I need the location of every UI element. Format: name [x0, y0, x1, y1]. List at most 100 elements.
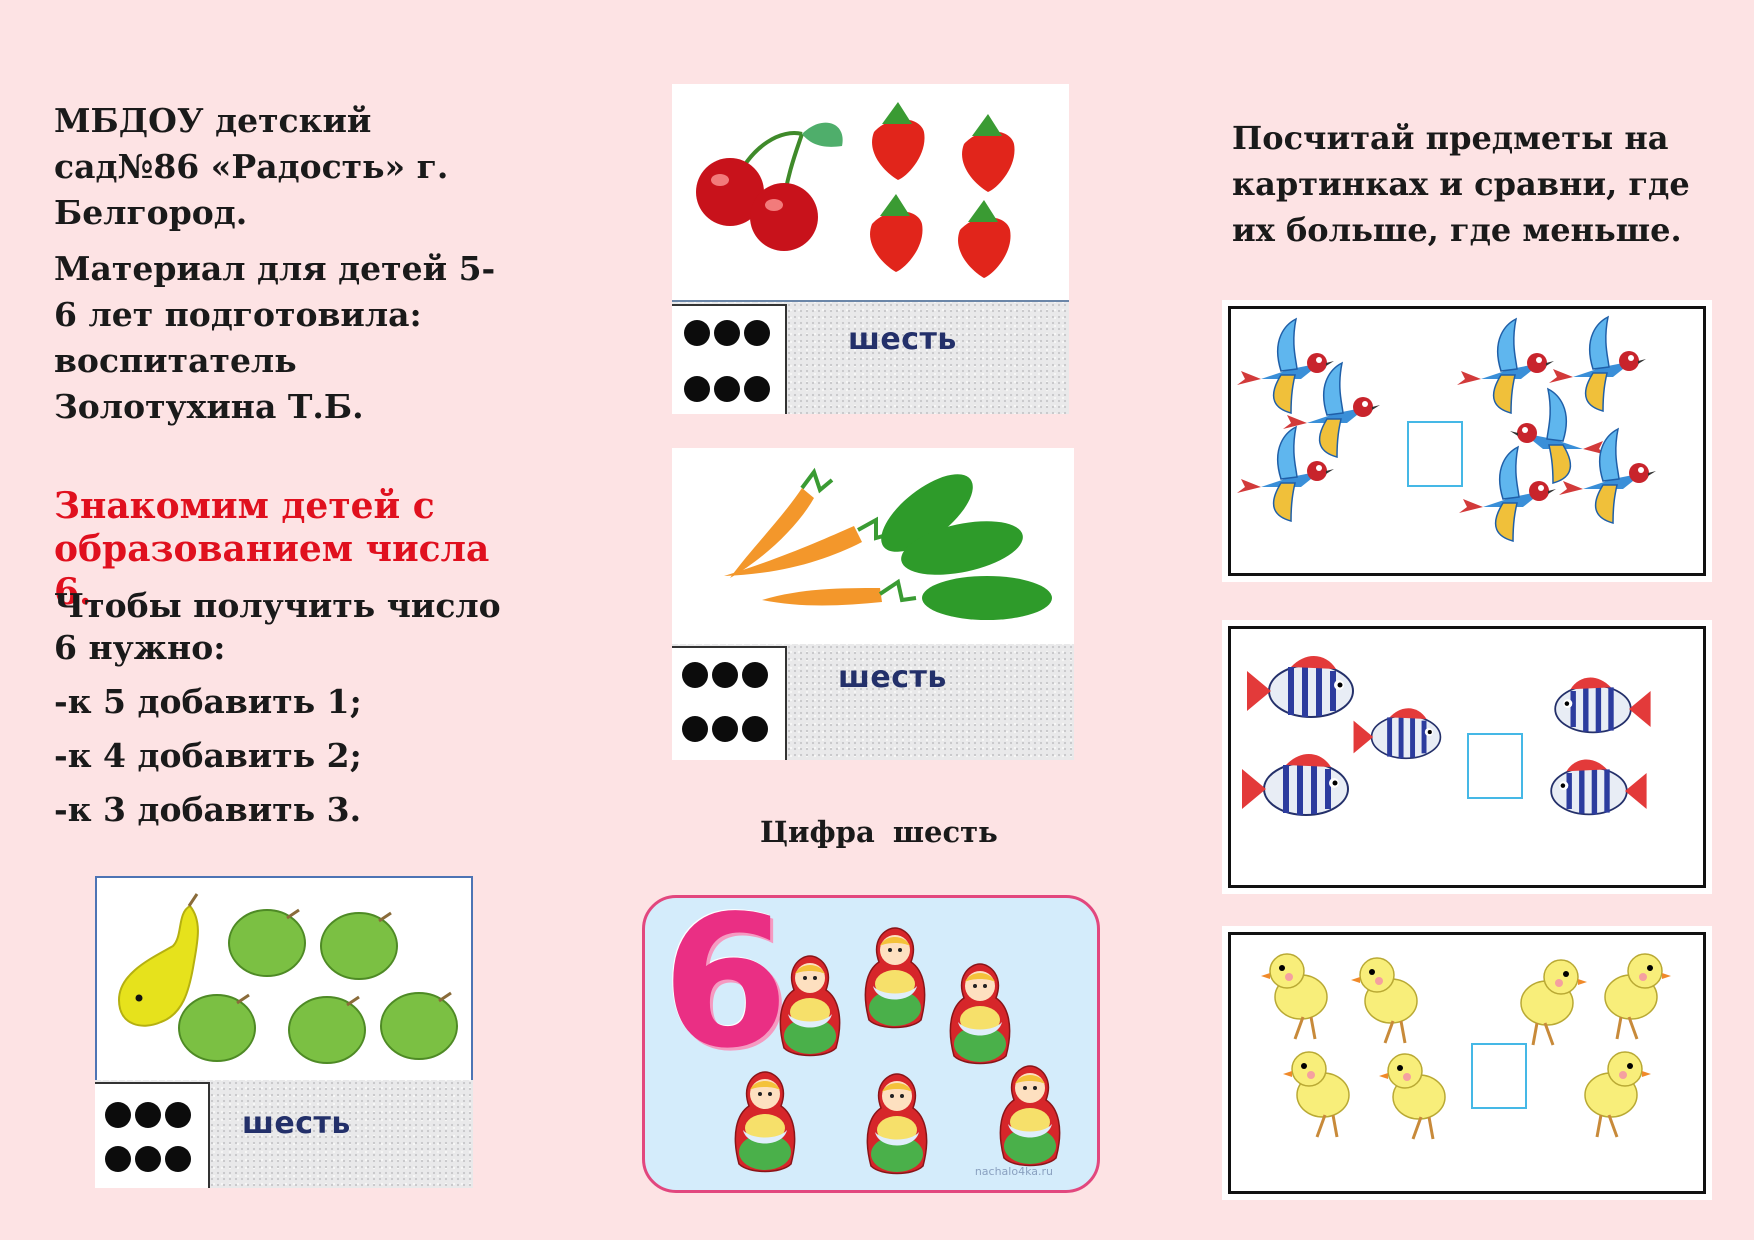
dot: [684, 376, 710, 402]
chick-icon: [1351, 957, 1418, 1044]
bird-icon: [1559, 427, 1656, 524]
cherry-icon: [750, 183, 818, 251]
dot: [744, 320, 770, 346]
bird-icon: [1459, 445, 1556, 542]
rule-step: -к 3 добавить 3.: [54, 790, 362, 829]
word-strip: шесть: [672, 644, 1074, 760]
bird-icon: [1457, 317, 1554, 414]
dot: [714, 320, 740, 346]
rule-step: -к 4 добавить 2;: [54, 736, 362, 775]
school-name: МБДОУ детский сад№86 «Радость» г. Белгор…: [54, 101, 449, 232]
chicks-picture: [1261, 953, 1671, 1140]
carrot-icon: [730, 467, 834, 578]
strawberry-icon: [870, 194, 923, 272]
matryoshka-icon: [999, 1065, 1061, 1167]
rule-step: -к 5 добавить 1;: [54, 682, 362, 721]
fish-icon: [1247, 655, 1354, 718]
counting-card-vegetables: шесть: [672, 448, 1074, 760]
answer-box[interactable]: [1467, 733, 1523, 799]
apple-icon: [320, 911, 398, 980]
pear-apples-picture: [117, 893, 458, 1064]
dot: [742, 716, 768, 742]
matryoshka-icon: [779, 955, 841, 1057]
chick-icon: [1520, 959, 1587, 1046]
carrots-cucumbers-picture: [724, 467, 1052, 620]
dot: [135, 1102, 161, 1128]
digit-six: 6: [662, 876, 789, 1088]
fish-icon: [1550, 759, 1647, 816]
school-credits: МБДОУ детский сад№86 «Радость» г. Белгор…: [54, 98, 514, 440]
carrot-icon: [762, 578, 917, 606]
chick-icon: [1379, 1053, 1446, 1140]
counting-card-berries: шесть: [672, 84, 1069, 414]
dot: [682, 662, 708, 688]
fish-icon: [1554, 677, 1651, 734]
fish-picture: [1242, 655, 1651, 816]
strawberry-icon: [962, 114, 1015, 192]
rule-block: Чтобы получить число 6 нужно: -к 5 добав…: [54, 585, 524, 843]
dot: [682, 716, 708, 742]
dot: [712, 662, 738, 688]
chick-icon: [1283, 1051, 1350, 1138]
compare-card-chicks: [1228, 932, 1706, 1194]
lesson-title: Знакомим детей с образованием числа 6.: [54, 485, 490, 613]
matryoshka-icon: [864, 927, 926, 1029]
apple-icon: [380, 991, 458, 1060]
card-picture: [95, 876, 473, 1084]
strawberry-icon: [872, 102, 925, 180]
chick-icon: [1604, 953, 1671, 1040]
apple-icon: [178, 993, 256, 1062]
fish-icon: [1242, 753, 1349, 816]
number-word: шесть: [838, 660, 947, 695]
birds-picture: [1237, 315, 1656, 542]
apple-icon: [228, 908, 306, 977]
strawberry-icon: [958, 200, 1011, 278]
bird-icon: [1510, 387, 1607, 484]
author-credit: Материал для детей 5-6 лет подготовила: …: [54, 249, 496, 426]
carrot-icon: [724, 516, 891, 576]
six-dots: [672, 646, 787, 760]
rule-intro: Чтобы получить число 6 нужно:: [54, 586, 501, 667]
bird-icon: [1283, 361, 1380, 458]
fish-icon: [1353, 708, 1442, 760]
dot: [684, 320, 710, 346]
compare-card-fish: [1228, 626, 1706, 888]
cucumber-icon: [881, 474, 973, 552]
dot: [165, 1102, 191, 1128]
bird-icon: [1549, 315, 1646, 412]
compare-card-birds: [1228, 306, 1706, 576]
dot: [165, 1146, 191, 1172]
digit-caption: Цифра шесть: [760, 815, 998, 849]
word-strip: шесть: [672, 302, 1069, 414]
six-dots: [672, 304, 787, 414]
dot: [714, 376, 740, 402]
answer-box[interactable]: [1407, 421, 1463, 487]
apple-icon: [288, 995, 366, 1064]
watermark: nachalo4ka.ru: [974, 1165, 1053, 1178]
bird-icon: [1237, 425, 1334, 522]
six-dots: [95, 1082, 210, 1188]
counting-card-fruits: шесть: [95, 876, 473, 1188]
chick-icon: [1261, 953, 1328, 1040]
matryoshka-icon: [949, 963, 1011, 1065]
cucumber-icon: [922, 576, 1052, 620]
answer-box[interactable]: [1471, 1043, 1527, 1109]
chick-icon: [1584, 1051, 1651, 1138]
matryoshka-icon: [734, 1071, 796, 1173]
word-strip: шесть: [95, 1080, 473, 1188]
dot: [135, 1146, 161, 1172]
matryoshka-icon: [866, 1073, 928, 1175]
digit-six-card: 6 nachalo4ka.ru: [642, 876, 1100, 1193]
card-picture: [672, 448, 1074, 647]
card-picture: [672, 84, 1069, 303]
matryoshka-dolls: [734, 927, 1061, 1175]
cucumber-icon: [901, 521, 1023, 575]
number-word: шесть: [242, 1106, 351, 1141]
number-word: шесть: [848, 322, 957, 357]
dot: [742, 662, 768, 688]
pear-icon: [117, 893, 199, 1027]
cherries-strawberries-picture: [696, 102, 1015, 278]
bird-icon: [1237, 317, 1334, 414]
dot: [712, 716, 738, 742]
dot: [105, 1146, 131, 1172]
